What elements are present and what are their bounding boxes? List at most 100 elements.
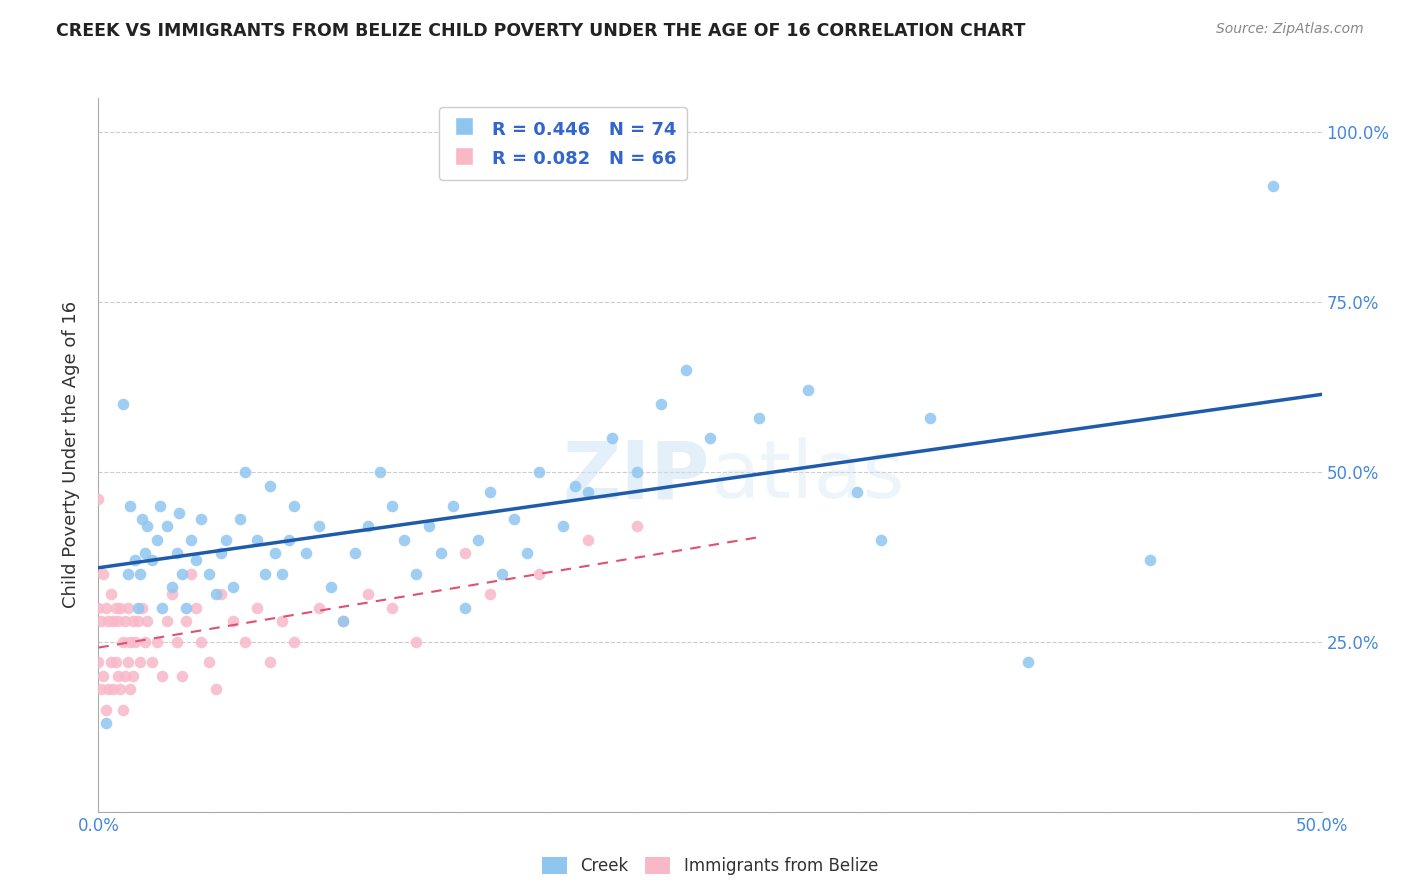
- Point: [209, 587, 232, 601]
- Point: [197, 655, 219, 669]
- Text: atlas: atlas: [710, 437, 904, 516]
- Point: [176, 600, 198, 615]
- Point: [197, 566, 219, 581]
- Point: [167, 506, 190, 520]
- Point: [87, 600, 110, 615]
- Legend: Creek, Immigrants from Belize: Creek, Immigrants from Belize: [536, 850, 884, 882]
- Point: [156, 615, 179, 629]
- Point: [131, 512, 153, 526]
- Point: [141, 553, 163, 567]
- Point: [1017, 655, 1039, 669]
- Point: [344, 546, 367, 560]
- Point: [564, 478, 586, 492]
- Point: [127, 600, 149, 615]
- Point: [114, 615, 136, 629]
- Point: [186, 600, 208, 615]
- Point: [797, 384, 820, 398]
- Point: [527, 566, 550, 581]
- Point: [150, 669, 173, 683]
- Point: [186, 553, 208, 567]
- Point: [600, 431, 623, 445]
- Point: [332, 615, 354, 629]
- Point: [110, 682, 132, 697]
- Point: [205, 587, 228, 601]
- Point: [104, 655, 127, 669]
- Point: [180, 533, 202, 547]
- Point: [141, 655, 163, 669]
- Point: [170, 566, 193, 581]
- Point: [87, 492, 110, 507]
- Point: [114, 669, 136, 683]
- Point: [478, 485, 501, 500]
- Point: [278, 533, 301, 547]
- Point: [441, 499, 464, 513]
- Point: [319, 581, 342, 595]
- Point: [94, 716, 117, 731]
- Point: [222, 581, 245, 595]
- Point: [576, 533, 599, 547]
- Point: [920, 410, 942, 425]
- Point: [146, 533, 169, 547]
- Point: [356, 587, 378, 601]
- Point: [131, 600, 153, 615]
- Point: [166, 546, 188, 560]
- Point: [246, 600, 269, 615]
- Point: [1139, 553, 1161, 567]
- Point: [136, 519, 159, 533]
- Point: [467, 533, 489, 547]
- Point: [101, 682, 124, 697]
- Point: [129, 566, 152, 581]
- Y-axis label: Child Poverty Under the Age of 16: Child Poverty Under the Age of 16: [62, 301, 80, 608]
- Point: [233, 465, 256, 479]
- Point: [229, 512, 252, 526]
- Point: [87, 655, 110, 669]
- Point: [91, 669, 114, 683]
- Point: [527, 465, 550, 479]
- Point: [283, 635, 305, 649]
- Point: [190, 635, 212, 649]
- Point: [176, 615, 198, 629]
- Point: [332, 615, 354, 629]
- Point: [515, 546, 537, 560]
- Point: [129, 655, 152, 669]
- Point: [405, 635, 427, 649]
- Point: [101, 615, 124, 629]
- Point: [94, 600, 117, 615]
- Point: [121, 615, 143, 629]
- Point: [117, 600, 139, 615]
- Point: [104, 600, 127, 615]
- Point: [222, 615, 245, 629]
- Point: [134, 546, 156, 560]
- Point: [626, 465, 648, 479]
- Point: [263, 546, 285, 560]
- Point: [454, 546, 477, 560]
- Point: [90, 682, 112, 697]
- Point: [100, 655, 122, 669]
- Point: [160, 587, 183, 601]
- Point: [111, 635, 134, 649]
- Point: [381, 600, 404, 615]
- Point: [117, 655, 139, 669]
- Point: [392, 533, 416, 547]
- Point: [283, 499, 305, 513]
- Point: [503, 512, 526, 526]
- Point: [127, 615, 149, 629]
- Point: [870, 533, 893, 547]
- Point: [405, 566, 427, 581]
- Point: [124, 635, 146, 649]
- Point: [121, 669, 143, 683]
- Point: [110, 600, 132, 615]
- Point: [136, 615, 159, 629]
- Point: [146, 635, 169, 649]
- Point: [748, 410, 770, 425]
- Point: [454, 600, 477, 615]
- Point: [246, 533, 269, 547]
- Point: [356, 519, 378, 533]
- Point: [259, 655, 281, 669]
- Point: [430, 546, 453, 560]
- Point: [120, 635, 142, 649]
- Point: [190, 512, 212, 526]
- Point: [97, 615, 120, 629]
- Point: [134, 635, 156, 649]
- Point: [149, 499, 172, 513]
